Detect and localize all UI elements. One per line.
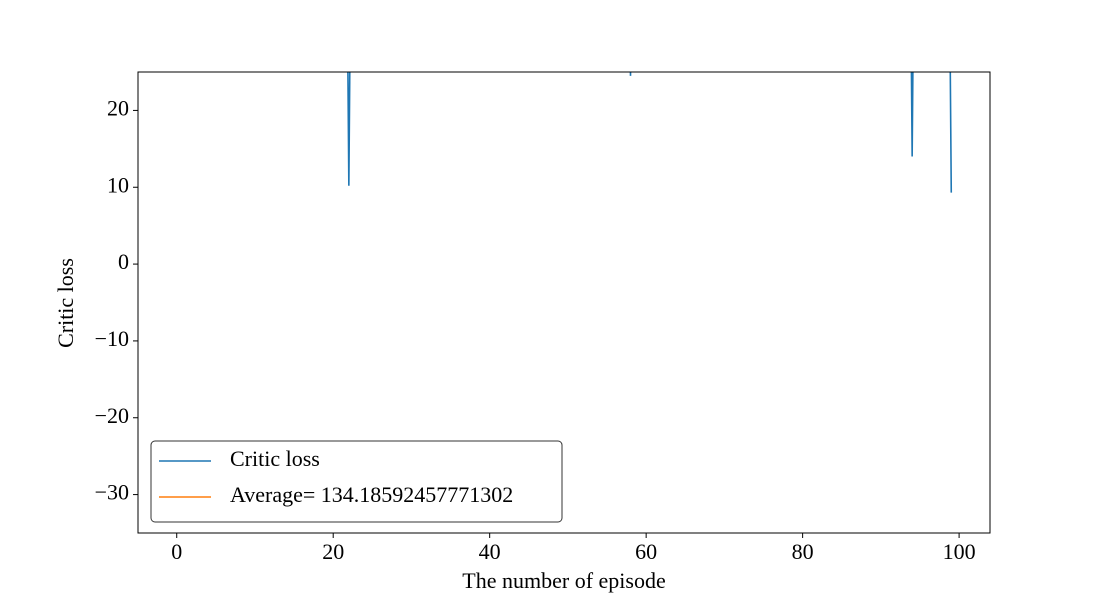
y-tick-label: −10	[95, 326, 129, 351]
x-tick-label: 0	[171, 539, 182, 564]
x-tick-label: 60	[635, 539, 657, 564]
y-tick-label: 10	[107, 172, 129, 197]
x-tick-label: 80	[792, 539, 814, 564]
axes-frame	[137, 71, 991, 534]
x-tick-label: 20	[322, 539, 344, 564]
y-tick-label: −30	[95, 480, 129, 505]
legend-label: Average= 134.18592457771302	[230, 482, 513, 507]
plot-area	[347, 72, 953, 193]
x-tick-label: 100	[943, 539, 976, 564]
legend-label: Critic loss	[230, 446, 320, 471]
y-tick-label: 0	[118, 249, 129, 274]
y-tick-label: −20	[95, 403, 129, 428]
x-tick-label: 40	[479, 539, 501, 564]
legend-box	[150, 440, 563, 523]
y-tick-label: 20	[107, 95, 129, 120]
y-axis-label: Critic loss	[53, 258, 78, 348]
x-axis-label: The number of episode	[462, 568, 665, 593]
series-line	[347, 72, 953, 193]
